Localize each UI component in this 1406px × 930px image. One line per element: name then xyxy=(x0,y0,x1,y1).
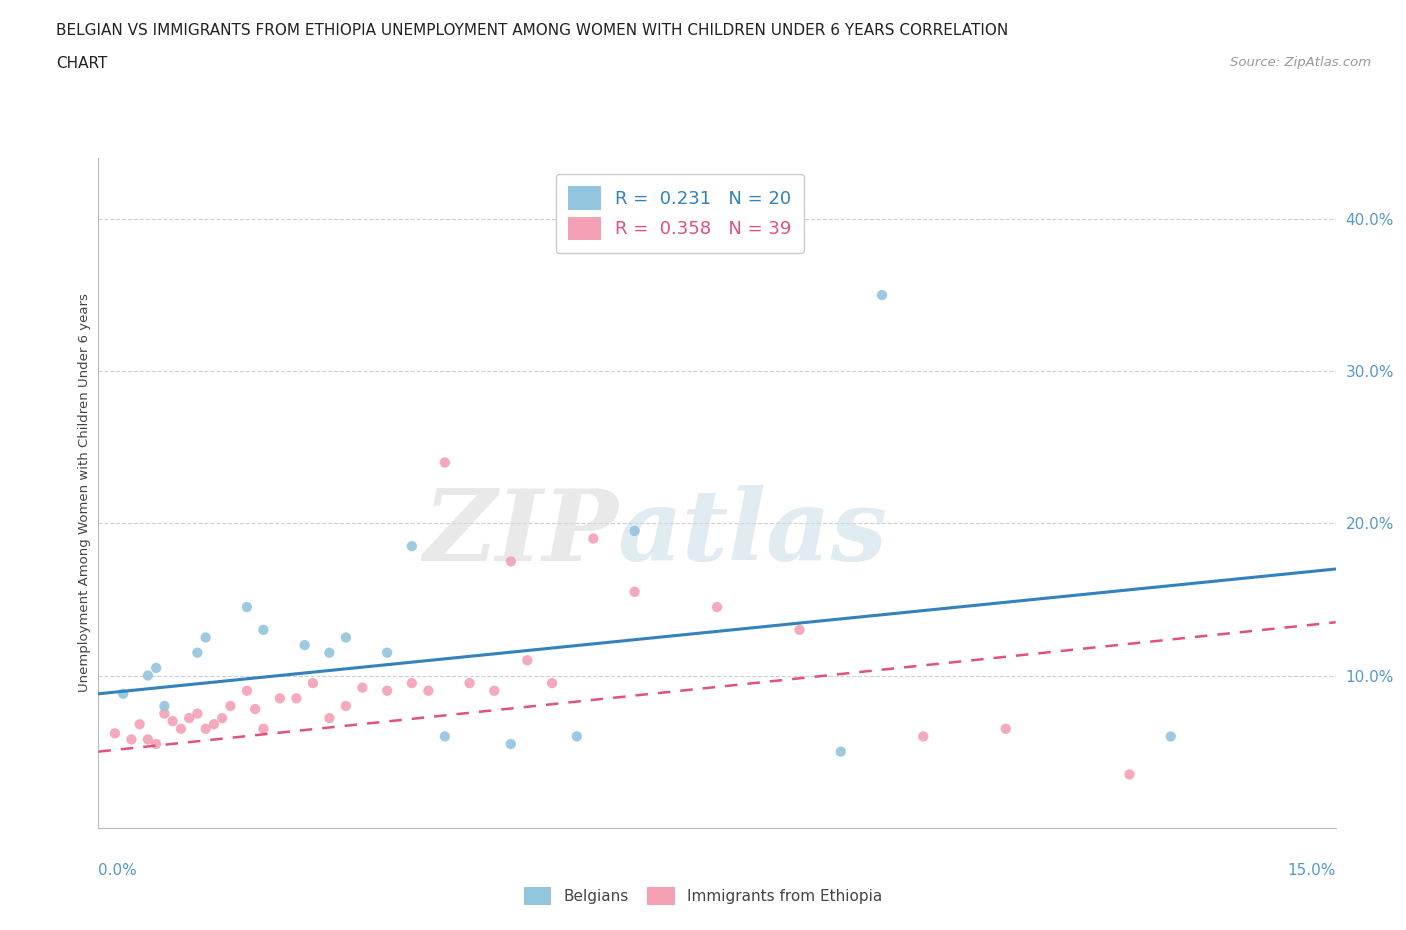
Legend: R =  0.231   N = 20, R =  0.358   N = 39: R = 0.231 N = 20, R = 0.358 N = 39 xyxy=(555,174,804,253)
Point xyxy=(219,698,242,713)
Point xyxy=(162,713,184,728)
Point xyxy=(153,706,176,721)
Point xyxy=(706,600,728,615)
Point xyxy=(352,680,374,695)
Point xyxy=(179,711,201,725)
Point xyxy=(433,455,456,470)
Point xyxy=(112,686,135,701)
Point xyxy=(186,645,208,660)
Point xyxy=(302,676,325,691)
Point xyxy=(401,676,423,691)
Point xyxy=(335,698,357,713)
Point xyxy=(120,732,142,747)
Point xyxy=(335,630,357,644)
Point xyxy=(194,722,217,737)
Point xyxy=(153,698,176,713)
Text: CHART: CHART xyxy=(56,56,108,71)
Text: atlas: atlas xyxy=(619,485,889,581)
Point xyxy=(269,691,291,706)
Point xyxy=(418,684,440,698)
Point xyxy=(565,729,588,744)
Legend: Belgians, Immigrants from Ethiopia: Belgians, Immigrants from Ethiopia xyxy=(516,879,890,913)
Point xyxy=(285,691,308,706)
Point xyxy=(194,630,217,644)
Point xyxy=(243,701,266,716)
Point xyxy=(252,622,274,637)
Point xyxy=(994,722,1017,737)
Point xyxy=(211,711,233,725)
Point xyxy=(318,645,340,660)
Point xyxy=(623,524,645,538)
Point xyxy=(458,676,481,691)
Point xyxy=(252,722,274,737)
Point xyxy=(623,584,645,599)
Point xyxy=(541,676,564,691)
Point xyxy=(202,717,225,732)
Point xyxy=(294,638,316,653)
Point xyxy=(186,706,208,721)
Point xyxy=(1160,729,1182,744)
Point xyxy=(499,737,522,751)
Point xyxy=(912,729,935,744)
Point xyxy=(136,668,159,683)
Point xyxy=(104,726,127,741)
Point xyxy=(145,660,167,675)
Point xyxy=(499,554,522,569)
Point xyxy=(236,600,259,615)
Point xyxy=(830,744,852,759)
Point xyxy=(582,531,605,546)
Text: 0.0%: 0.0% xyxy=(98,863,138,878)
Point xyxy=(318,711,340,725)
Point xyxy=(375,684,398,698)
Text: Source: ZipAtlas.com: Source: ZipAtlas.com xyxy=(1230,56,1371,69)
Point xyxy=(401,538,423,553)
Point xyxy=(236,684,259,698)
Point xyxy=(789,622,811,637)
Point xyxy=(128,717,150,732)
Point xyxy=(516,653,538,668)
Point xyxy=(136,732,159,747)
Point xyxy=(870,287,893,302)
Y-axis label: Unemployment Among Women with Children Under 6 years: Unemployment Among Women with Children U… xyxy=(79,294,91,692)
Text: ZIP: ZIP xyxy=(423,485,619,581)
Point xyxy=(145,737,167,751)
Text: BELGIAN VS IMMIGRANTS FROM ETHIOPIA UNEMPLOYMENT AMONG WOMEN WITH CHILDREN UNDER: BELGIAN VS IMMIGRANTS FROM ETHIOPIA UNEM… xyxy=(56,23,1008,38)
Point xyxy=(170,722,193,737)
Point xyxy=(484,684,506,698)
Point xyxy=(1118,767,1140,782)
Point xyxy=(375,645,398,660)
Text: 15.0%: 15.0% xyxy=(1288,863,1336,878)
Point xyxy=(433,729,456,744)
